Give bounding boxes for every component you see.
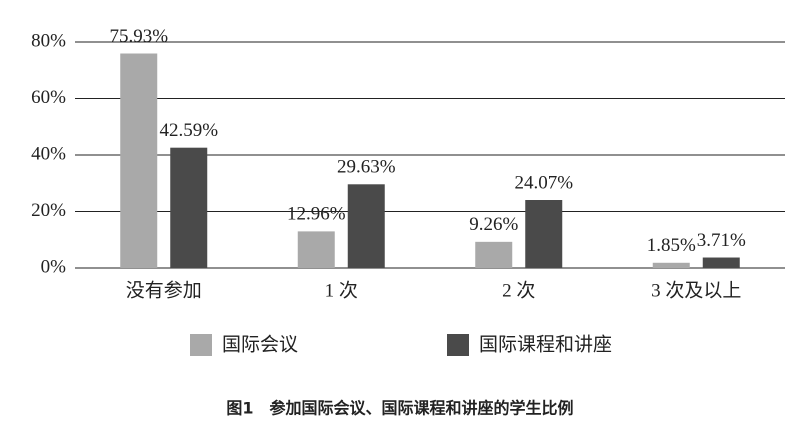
legend-swatch — [447, 334, 469, 356]
bar — [702, 257, 740, 268]
bar — [347, 184, 385, 268]
y-tick-label: 0% — [41, 256, 67, 277]
y-tick-label: 60% — [31, 87, 66, 108]
value-label: 42.59% — [159, 120, 218, 141]
y-tick-label: 40% — [31, 143, 66, 164]
value-label: 12.96% — [287, 204, 346, 225]
x-tick-label: 2 次 — [502, 279, 535, 301]
x-tick-label: 3 次及以上 — [651, 279, 741, 301]
legend-label: 国际会议 — [222, 333, 298, 355]
bar — [170, 147, 208, 268]
x-tick-label: 1 次 — [325, 279, 358, 301]
value-label: 3.71% — [697, 230, 746, 251]
bar — [525, 200, 563, 268]
bar — [297, 231, 335, 268]
bar — [475, 241, 513, 268]
legend-swatch — [190, 334, 212, 356]
y-tick-label: 80% — [31, 30, 66, 51]
value-label: 24.07% — [514, 172, 573, 193]
value-label: 1.85% — [647, 235, 696, 256]
legend-label: 国际课程和讲座 — [479, 333, 612, 355]
value-label: 29.63% — [337, 157, 396, 178]
y-tick-label: 20% — [31, 200, 66, 221]
value-label: 75.93% — [109, 26, 168, 47]
bar — [120, 53, 158, 269]
x-tick-label: 没有参加 — [126, 279, 202, 301]
chart-title: 图1 参加国际会议、国际课程和讲座的学生比例 — [226, 399, 573, 418]
value-label: 9.26% — [469, 214, 518, 235]
bar — [652, 262, 690, 268]
